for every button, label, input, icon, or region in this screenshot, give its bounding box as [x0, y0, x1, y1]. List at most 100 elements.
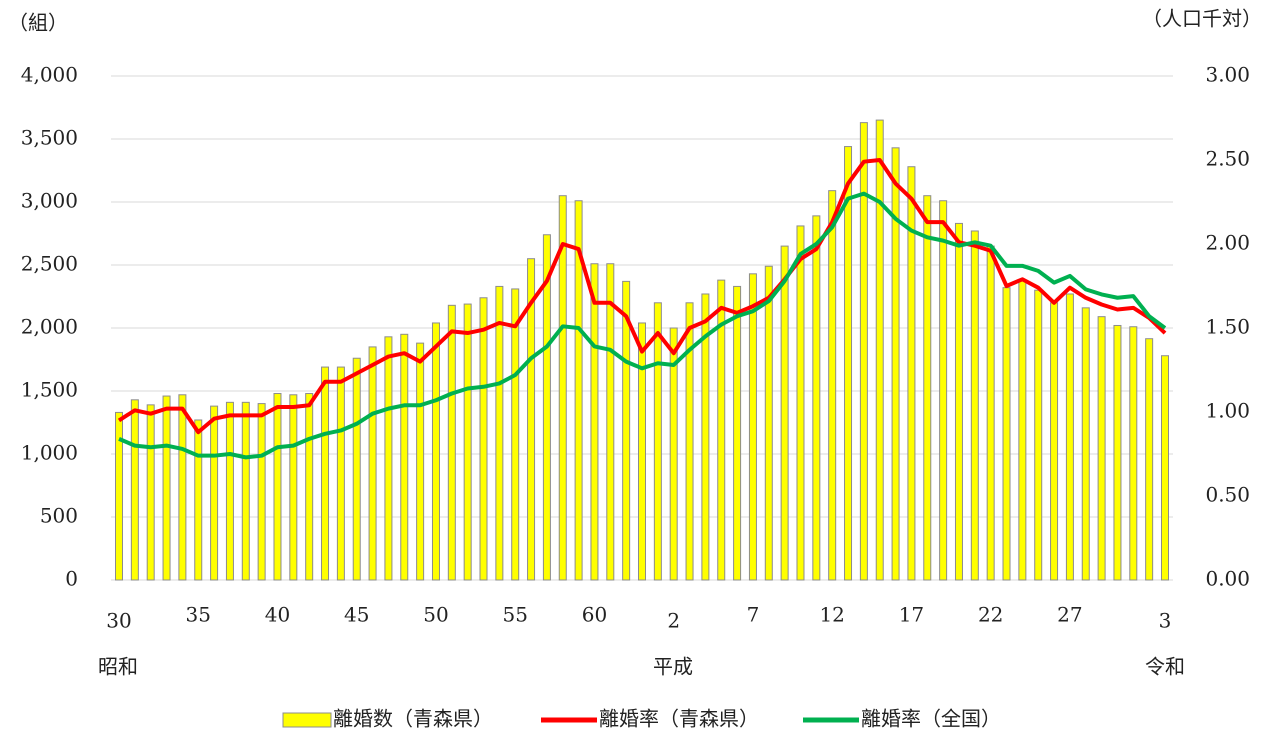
bar — [970, 230, 979, 581]
bar — [210, 405, 219, 581]
y2-tick-label: 0.00 — [1205, 567, 1250, 591]
bar — [1161, 355, 1169, 581]
bar — [939, 200, 948, 581]
y-tick-label: 2,500 — [21, 252, 78, 276]
bar — [891, 147, 900, 581]
bar — [146, 404, 155, 581]
x-tick-label: 17 — [899, 603, 924, 627]
bar — [479, 297, 488, 581]
bar — [859, 122, 868, 581]
bar — [764, 265, 773, 581]
bar — [542, 234, 551, 581]
bar — [400, 333, 409, 581]
bar — [638, 322, 646, 581]
era-label: 昭和 — [98, 655, 138, 679]
bar — [1034, 289, 1043, 581]
legend-label: 離婚率（全国） — [861, 707, 1001, 731]
bar — [796, 225, 805, 581]
bar — [511, 288, 520, 581]
bar — [701, 293, 710, 581]
bar — [875, 119, 884, 581]
x-tick-label: 3 — [1159, 609, 1172, 633]
bar — [257, 403, 266, 581]
bar — [986, 245, 995, 581]
bar — [622, 280, 631, 581]
era-label: 令和 — [1145, 655, 1185, 679]
bar — [1065, 293, 1074, 581]
bar — [368, 346, 377, 581]
bar — [130, 399, 139, 581]
bar — [447, 304, 456, 581]
bar — [162, 395, 171, 581]
bar — [463, 303, 472, 581]
bar — [1097, 316, 1106, 581]
y-axis-label: （組） — [8, 11, 68, 35]
legend-label: 離婚数（青森県） — [333, 707, 493, 731]
bar — [241, 401, 250, 581]
y2-tick-label: 0.50 — [1205, 483, 1250, 507]
bar — [527, 258, 536, 581]
bar — [321, 366, 330, 581]
legend-label: 離婚率（青森県） — [599, 707, 759, 731]
bar — [923, 195, 932, 581]
x-tick-label: 55 — [502, 603, 527, 627]
bar — [431, 322, 440, 581]
bar — [1081, 307, 1090, 581]
y-tick-label: 2,000 — [21, 315, 78, 339]
bar — [907, 166, 916, 581]
y-tick-label: 500 — [40, 504, 78, 528]
x-tick-label: 22 — [978, 603, 1003, 627]
bar — [495, 285, 504, 581]
x-tick-label: 60 — [582, 603, 607, 627]
y-tick-label: 3,500 — [21, 126, 78, 150]
y2-tick-label: 3.00 — [1205, 63, 1250, 87]
bar — [733, 285, 742, 581]
era-label: 平成 — [653, 655, 693, 679]
bar — [1129, 326, 1138, 581]
bar — [685, 302, 694, 581]
x-tick-label: 12 — [819, 603, 844, 627]
bar — [1002, 287, 1011, 581]
x-tick-label: 2 — [667, 609, 680, 633]
bar — [305, 393, 314, 581]
x-tick-label: 27 — [1057, 603, 1082, 627]
bar — [225, 401, 234, 581]
bar — [384, 336, 393, 581]
y-tick-label: 4,000 — [21, 63, 78, 87]
bar — [1018, 279, 1027, 581]
line — [117, 158, 1167, 435]
bar — [352, 357, 361, 581]
bar — [844, 146, 853, 581]
bar — [574, 200, 583, 581]
bar — [653, 302, 662, 581]
legend-swatch — [282, 712, 332, 728]
bar — [178, 394, 187, 581]
bar — [1113, 324, 1122, 581]
bar — [590, 263, 599, 581]
y2-tick-label: 1.00 — [1205, 399, 1250, 423]
bar — [780, 245, 789, 581]
y-tick-label: 0 — [65, 567, 78, 591]
bar — [828, 190, 837, 581]
bar — [606, 263, 615, 581]
bar — [1145, 338, 1154, 581]
x-tick-label: 30 — [106, 609, 131, 633]
x-tick-label: 35 — [186, 603, 211, 627]
x-tick-label: 7 — [747, 603, 760, 627]
bar — [954, 222, 963, 581]
y2-tick-label: 2.00 — [1205, 231, 1250, 255]
y-tick-label: 1,500 — [21, 378, 78, 402]
bar — [558, 195, 567, 581]
bar — [289, 394, 298, 581]
bar — [812, 215, 821, 581]
x-tick-label: 40 — [265, 603, 290, 627]
bar — [336, 366, 345, 581]
y2-axis-label: （人口千対） — [1142, 7, 1262, 31]
bar — [194, 419, 203, 581]
bar — [115, 411, 123, 581]
bar — [717, 279, 726, 581]
bar — [273, 393, 282, 581]
y2-tick-label: 1.50 — [1205, 315, 1250, 339]
